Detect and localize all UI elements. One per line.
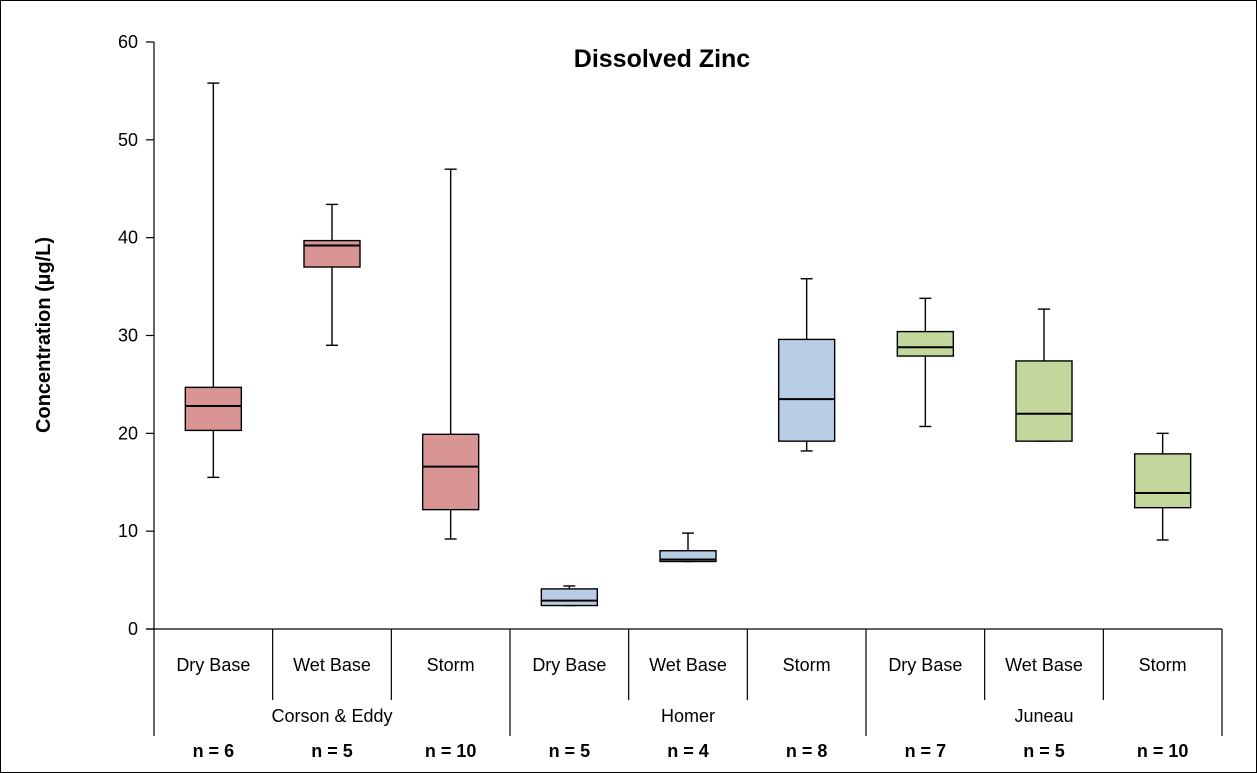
sample-count-label: n = 4 [667, 741, 709, 761]
category-label: Storm [783, 655, 831, 675]
category-label: Storm [427, 655, 475, 675]
iqr-box [777, 338, 836, 442]
group-label: Corson & Eddy [271, 706, 392, 726]
x-axis: Dry Base n = 6 Wet Base n = 5 Storm n = 10 Dry… [146, 628, 1223, 761]
category-label: Dry Base [176, 655, 250, 675]
y-tick-label: 60 [118, 32, 138, 52]
iqr-box [1015, 360, 1073, 442]
iqr-box [896, 330, 955, 357]
box-5 [659, 532, 717, 563]
sample-count-label: n = 10 [1137, 741, 1189, 761]
category-label: Wet Base [1005, 655, 1083, 675]
y-tick-label: 50 [118, 130, 138, 150]
y-tick-label: 40 [118, 228, 138, 248]
iqr-box [421, 433, 480, 511]
category-label: Dry Base [532, 655, 606, 675]
iqr-box [540, 588, 599, 607]
box-3 [421, 168, 480, 540]
box-7 [896, 297, 955, 428]
box-1 [184, 82, 243, 479]
y-axis: 0 10 20 30 40 50 60 [118, 32, 155, 639]
sample-count-label: n = 5 [549, 741, 591, 761]
category-label: Wet Base [293, 655, 371, 675]
y-tick-label: 20 [118, 423, 138, 443]
group-label: Homer [661, 706, 715, 726]
box-6 [777, 278, 836, 452]
box-4 [540, 585, 599, 607]
sample-count-label: n = 5 [1023, 741, 1065, 761]
sample-count-label: n = 8 [786, 741, 828, 761]
y-axis-label: Concentration (µg/L) [33, 237, 55, 433]
category-label: Wet Base [649, 655, 727, 675]
chart-title: Dissolved Zinc [574, 45, 751, 73]
category-label: Storm [1139, 655, 1187, 675]
box-9 [1133, 432, 1192, 541]
iqr-box [659, 550, 717, 563]
iqr-box [184, 386, 243, 432]
y-tick-label: 0 [128, 619, 138, 639]
box-8 [1015, 308, 1073, 442]
y-tick-label: 30 [118, 326, 138, 346]
group-label: Juneau [1014, 706, 1073, 726]
sample-count-label: n = 7 [905, 741, 947, 761]
iqr-box [1133, 453, 1192, 509]
box-2 [303, 203, 361, 346]
sample-count-label: n = 10 [425, 741, 477, 761]
y-tick-label: 10 [118, 521, 138, 541]
boxes [184, 82, 1192, 607]
sample-count-label: n = 5 [311, 741, 353, 761]
sample-count-label: n = 6 [193, 741, 235, 761]
category-label: Dry Base [888, 655, 962, 675]
